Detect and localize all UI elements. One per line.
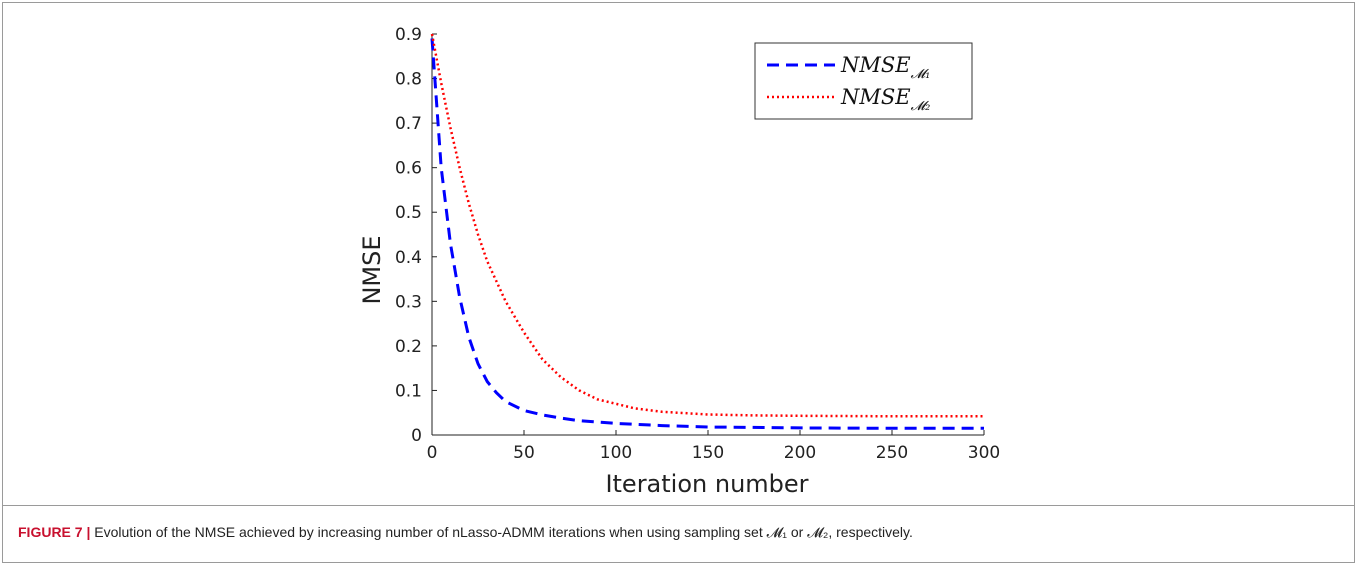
y-tick-label: 0.7	[395, 114, 422, 134]
x-tick-label: 100	[600, 443, 632, 463]
x-axis-label: Iteration number	[605, 470, 808, 498]
y-tick-label: 0.9	[395, 25, 422, 45]
y-tick-label: 0.5	[395, 203, 422, 223]
y-axis-label: NMSE	[358, 235, 386, 304]
figure-caption: FIGURE 7 | Evolution of the NMSE achieve…	[18, 524, 913, 541]
x-tick-label: 50	[513, 443, 535, 463]
x-tick-label: 150	[692, 443, 724, 463]
y-tick-label: 0.1	[395, 381, 422, 401]
plot-area: 0 0.1 0.2 0.3 0.4 0.5 0.6 0.7 0.8 0.9 0 50 100 150 200…	[395, 25, 1000, 463]
y-tick-label: 0.2	[395, 337, 422, 357]
x-tick-label: 200	[784, 443, 816, 463]
legend-label-subscript: 𝓜₂	[911, 99, 931, 114]
y-tick-label: 0.8	[395, 70, 422, 90]
legend-box	[754, 42, 973, 120]
caption-divider	[2, 505, 1355, 506]
figure-caption-text: Evolution of the NMSE achieved by increa…	[94, 524, 913, 540]
nmse-line-chart: 0 0.1 0.2 0.3 0.4 0.5 0.6 0.7 0.8 0.9 0 50 100 150 200…	[358, 25, 1000, 498]
x-tick-label: 0	[427, 443, 438, 463]
y-tick-label: 0.4	[395, 248, 422, 268]
y-tick-label: 0	[411, 426, 422, 446]
legend-label-subscript: 𝓜₁	[911, 67, 931, 82]
x-tick-label: 250	[876, 443, 908, 463]
x-tick-label: 300	[968, 443, 1000, 463]
figure-label: FIGURE 7 |	[18, 524, 91, 540]
y-tick-label: 0.3	[395, 292, 422, 312]
y-tick-label: 0.6	[395, 159, 422, 179]
